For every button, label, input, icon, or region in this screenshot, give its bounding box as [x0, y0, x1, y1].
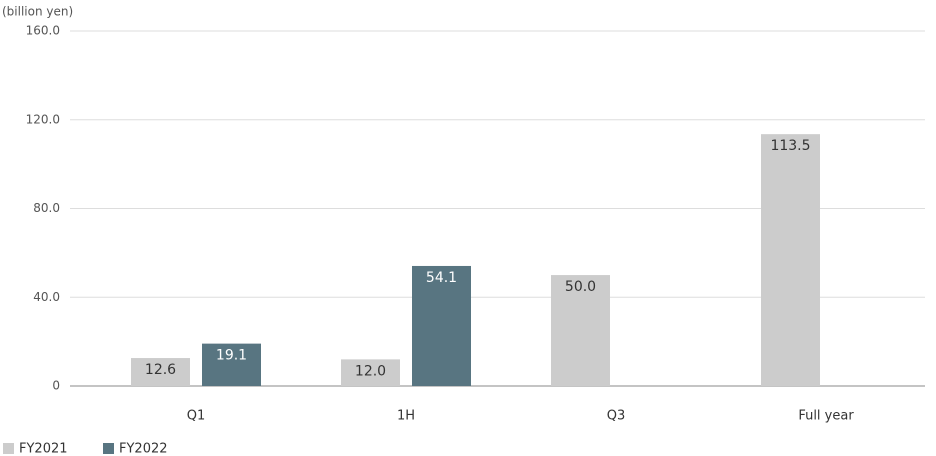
value-label: 19.1: [216, 348, 247, 364]
bar: [341, 359, 400, 386]
y-tick-label: 120.0: [26, 112, 60, 126]
bar: [761, 134, 820, 386]
bar: [131, 358, 190, 386]
value-label: 113.5: [770, 138, 810, 154]
y-tick-label: 40.0: [33, 290, 60, 304]
y-tick-label: 80.0: [33, 201, 60, 215]
y-tick-label: 160.0: [26, 24, 60, 38]
y-axis-label: (billion yen): [2, 5, 73, 19]
y-tick-label: 0: [52, 379, 60, 393]
legend-swatch: [3, 443, 14, 454]
value-label: 50.0: [565, 279, 596, 295]
legend-label: FY2021: [19, 442, 68, 456]
value-label: 12.0: [355, 363, 386, 379]
bar: [412, 265, 471, 386]
legend-swatch: [103, 443, 114, 454]
x-tick-label: Q3: [607, 409, 626, 424]
bar: [202, 343, 261, 386]
value-label: 12.6: [145, 362, 176, 378]
x-tick-label: Full year: [798, 409, 854, 424]
legend-label: FY2022: [119, 442, 168, 456]
x-tick-label: 1H: [397, 409, 415, 424]
x-tick-label: Q1: [187, 409, 206, 424]
bar: [551, 275, 610, 386]
value-label: 54.1: [426, 270, 457, 286]
